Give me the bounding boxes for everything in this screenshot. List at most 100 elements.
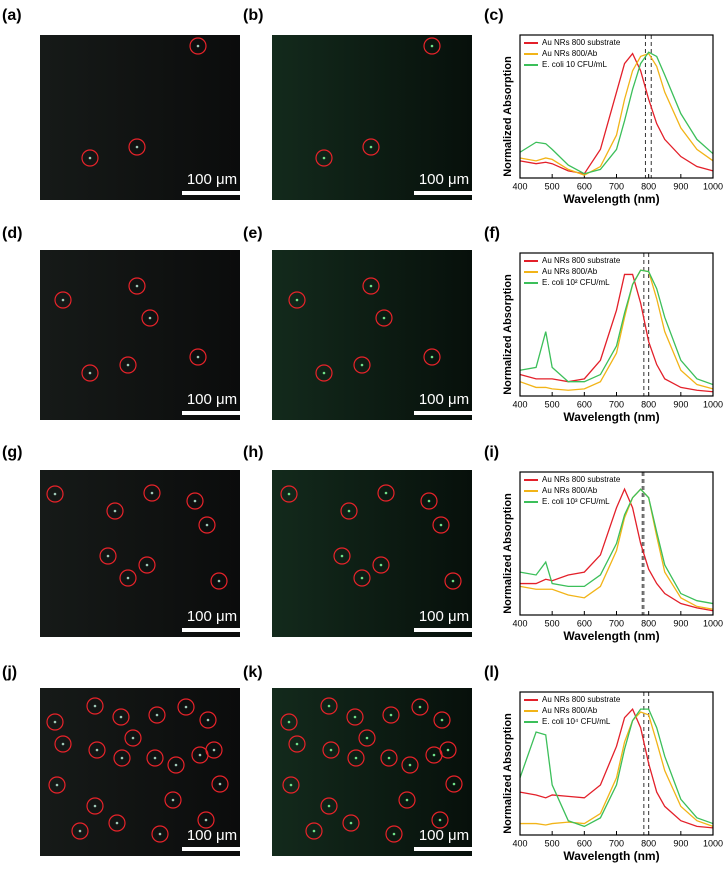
- cell-dot: [438, 818, 442, 822]
- cell-marker: [358, 729, 376, 747]
- cell-dot: [120, 756, 124, 760]
- spectrum-line: [519, 52, 714, 176]
- cell-marker: [346, 708, 364, 726]
- x-tick-label: 400: [512, 181, 527, 191]
- panel-label: (f): [484, 225, 500, 242]
- cell-dot: [131, 736, 135, 740]
- spectrum-line: [519, 707, 714, 829]
- x-axis-label: Wavelength (nm): [563, 629, 659, 643]
- cell-marker: [86, 697, 104, 715]
- x-tick-label: 800: [641, 618, 656, 628]
- cell-dot: [353, 715, 357, 719]
- scale-bar-label: 100 μm: [419, 827, 469, 844]
- cell-marker: [211, 775, 229, 793]
- scale-bar-label: 100 μm: [187, 608, 237, 625]
- cell-dot: [113, 509, 117, 513]
- cell-marker: [198, 516, 216, 534]
- micrograph: [40, 35, 240, 200]
- cell-dot: [95, 748, 99, 752]
- micrograph: [272, 35, 472, 200]
- cell-marker: [433, 711, 451, 729]
- x-tick-label: 500: [545, 618, 560, 628]
- scale-bar-label: 100 μm: [187, 391, 237, 408]
- scale-bar-label: 100 μm: [187, 171, 237, 188]
- cell-marker: [177, 698, 195, 716]
- panel-label: (d): [2, 225, 22, 242]
- cell-dot: [418, 705, 422, 709]
- cell-marker: [112, 708, 130, 726]
- cell-dot: [53, 492, 57, 496]
- cell-dot: [365, 736, 369, 740]
- cell-marker: [423, 37, 441, 55]
- x-tick-label: 500: [545, 838, 560, 848]
- cell-marker: [315, 149, 333, 167]
- panel-label: (j): [2, 664, 17, 681]
- x-tick-label: 1000: [703, 181, 723, 191]
- cell-dot: [382, 316, 386, 320]
- cell-dot: [432, 753, 436, 757]
- scale-bar-label: 100 μm: [419, 608, 469, 625]
- cell-dot: [369, 145, 373, 149]
- scale-bar-label: 100 μm: [419, 171, 469, 188]
- spectrum-line: [519, 488, 714, 605]
- cell-dot: [196, 355, 200, 359]
- panel-label: (c): [484, 7, 504, 24]
- cell-dot: [379, 563, 383, 567]
- cell-marker: [362, 277, 380, 295]
- cell-marker: [167, 756, 185, 774]
- cell-marker: [347, 749, 365, 767]
- cell-dot: [115, 821, 119, 825]
- cell-dot: [106, 554, 110, 558]
- legend-label: Au NRs 800 substrate: [542, 475, 621, 484]
- panel-label: (h): [243, 444, 263, 461]
- cell-dot: [287, 492, 291, 496]
- cell-marker: [199, 711, 217, 729]
- x-tick-label: 600: [577, 838, 592, 848]
- panel-label: (b): [243, 7, 263, 24]
- legend-label: Au NRs 800/Ab: [542, 49, 598, 58]
- cell-dot: [322, 156, 326, 160]
- cell-dot: [155, 713, 159, 717]
- cell-marker: [382, 706, 400, 724]
- cell-dot: [135, 145, 139, 149]
- cell-marker: [164, 791, 182, 809]
- cell-dot: [295, 298, 299, 302]
- x-tick-label: 700: [609, 181, 624, 191]
- spectrum-line: [519, 269, 714, 391]
- cell-dot: [153, 756, 157, 760]
- x-tick-label: 700: [609, 399, 624, 409]
- x-tick-label: 800: [641, 399, 656, 409]
- cell-marker: [189, 37, 207, 55]
- cell-marker: [205, 741, 223, 759]
- spectrum-line: [520, 711, 714, 828]
- cell-dot: [354, 756, 358, 760]
- legend-label: Au NRs 800/Ab: [542, 267, 598, 276]
- cell-dot: [204, 818, 208, 822]
- micrograph: [40, 470, 240, 637]
- cell-dot: [387, 756, 391, 760]
- cell-dot: [405, 798, 409, 802]
- legend-label: Au NRs 800/Ab: [542, 486, 598, 495]
- cell-marker: [353, 356, 371, 374]
- cell-dot: [430, 44, 434, 48]
- x-tick-label: 400: [512, 618, 527, 628]
- cell-dot: [427, 499, 431, 503]
- cell-marker: [81, 364, 99, 382]
- cell-dot: [408, 763, 412, 767]
- cell-dot: [78, 829, 82, 833]
- cell-dot: [446, 748, 450, 752]
- cell-marker: [353, 569, 371, 587]
- cell-dot: [126, 576, 130, 580]
- x-tick-label: 600: [577, 618, 592, 628]
- cell-marker: [197, 811, 215, 829]
- cell-marker: [54, 735, 72, 753]
- x-axis-label: Wavelength (nm): [563, 849, 659, 863]
- y-axis-label: Normalized Absorption: [502, 713, 514, 834]
- cell-dot: [440, 718, 444, 722]
- cell-marker: [48, 776, 66, 794]
- cell-dot: [389, 713, 393, 717]
- scale-bar: [414, 411, 474, 415]
- legend-label: E. coli 10³ CFU/mL: [542, 497, 610, 506]
- spectrum-line: [519, 708, 714, 828]
